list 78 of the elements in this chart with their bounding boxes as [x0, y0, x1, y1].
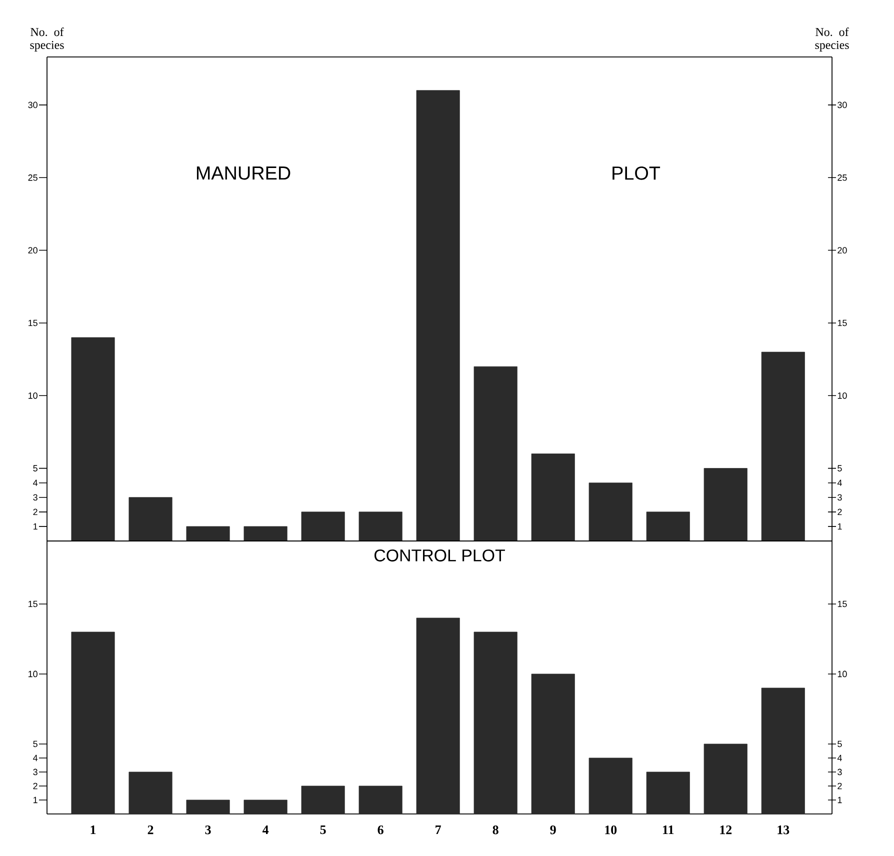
x-tick-label: 5 — [320, 826, 326, 834]
y2-tick-label: 5 — [838, 740, 842, 748]
y-tick-label: 4 — [33, 754, 38, 762]
y-tick-label: 3 — [33, 494, 38, 501]
y2-tick-label: 20 — [838, 247, 847, 254]
bar — [474, 632, 518, 814]
bar — [186, 800, 230, 814]
y-tick-label: 4 — [33, 480, 38, 486]
bar — [358, 786, 402, 814]
bar — [128, 497, 172, 541]
y2-tick-label: 15 — [838, 320, 847, 326]
bar — [474, 366, 518, 541]
y2-tick-label: 10 — [838, 392, 847, 399]
bar — [704, 744, 748, 814]
bar — [531, 674, 575, 814]
bar — [71, 337, 115, 541]
bar — [588, 482, 632, 541]
y2-tick-label: 10 — [838, 670, 847, 678]
y2-tick-label: 4 — [837, 480, 842, 486]
bar — [301, 786, 345, 814]
x-tick-label: 7 — [436, 826, 441, 834]
x-tick-label: 12 — [720, 826, 732, 834]
x-tick-label: 13 — [778, 826, 790, 834]
x-tick-label: 8 — [492, 826, 498, 834]
annotation: PLOT — [612, 166, 660, 180]
y-tick-label: 2 — [33, 782, 38, 790]
bar — [128, 772, 172, 814]
y2-tick-label: 3 — [838, 494, 842, 501]
y-tick-label: 1 — [34, 523, 38, 530]
y-tick-label: 30 — [28, 102, 38, 108]
y-tick-label: 2 — [33, 508, 38, 516]
y-tick-label: 25 — [28, 174, 38, 181]
x-tick-label: 2 — [148, 826, 154, 834]
y-tick-label: 10 — [28, 392, 38, 399]
y-tick-label: 15 — [28, 600, 38, 608]
y-tick-label: 3 — [33, 768, 38, 776]
bar — [646, 772, 690, 814]
bar — [244, 800, 288, 814]
annotation: MANURED — [196, 166, 290, 180]
x-tick-label: 11 — [663, 826, 674, 834]
y2-axis-title: No. of species — [815, 28, 849, 52]
bar — [244, 526, 288, 541]
y-tick-label: 20 — [28, 247, 38, 254]
bar — [646, 512, 690, 541]
bar — [761, 688, 805, 814]
y-tick-label: 1 — [34, 796, 38, 804]
bar — [761, 352, 805, 541]
y2-tick-label: 25 — [838, 174, 847, 181]
bar — [186, 526, 230, 541]
y-tick-label: 5 — [33, 465, 38, 472]
y-axis-title: No. of species — [30, 28, 64, 52]
bar — [416, 618, 460, 814]
bar — [588, 758, 632, 814]
y-tick-label: 15 — [28, 320, 38, 326]
x-tick-label: 4 — [262, 826, 269, 834]
bar — [358, 512, 402, 541]
y2-tick-label: 2 — [838, 508, 842, 516]
bar — [416, 90, 460, 541]
y-tick-label: 10 — [28, 670, 38, 678]
x-tick-label: 9 — [550, 826, 556, 834]
bar — [531, 454, 575, 541]
y2-tick-label: 1 — [838, 523, 842, 530]
y2-tick-label: 1 — [838, 796, 842, 804]
y2-tick-label: 4 — [837, 754, 842, 762]
x-tick-label: 3 — [205, 826, 211, 834]
y-tick-label: 5 — [33, 740, 38, 748]
y2-tick-label: 15 — [838, 600, 847, 608]
bar — [71, 632, 115, 814]
y2-tick-label: 2 — [838, 782, 842, 790]
y2-tick-label: 30 — [838, 102, 847, 108]
bar — [704, 468, 748, 541]
y2-tick-label: 5 — [838, 465, 842, 472]
y2-tick-label: 3 — [838, 768, 842, 776]
x-tick-label: 6 — [378, 826, 384, 834]
chart-title: CONTROL PLOT — [374, 549, 505, 562]
bar — [301, 512, 345, 541]
x-tick-label: 10 — [605, 826, 617, 834]
x-tick-label: 1 — [90, 826, 96, 834]
